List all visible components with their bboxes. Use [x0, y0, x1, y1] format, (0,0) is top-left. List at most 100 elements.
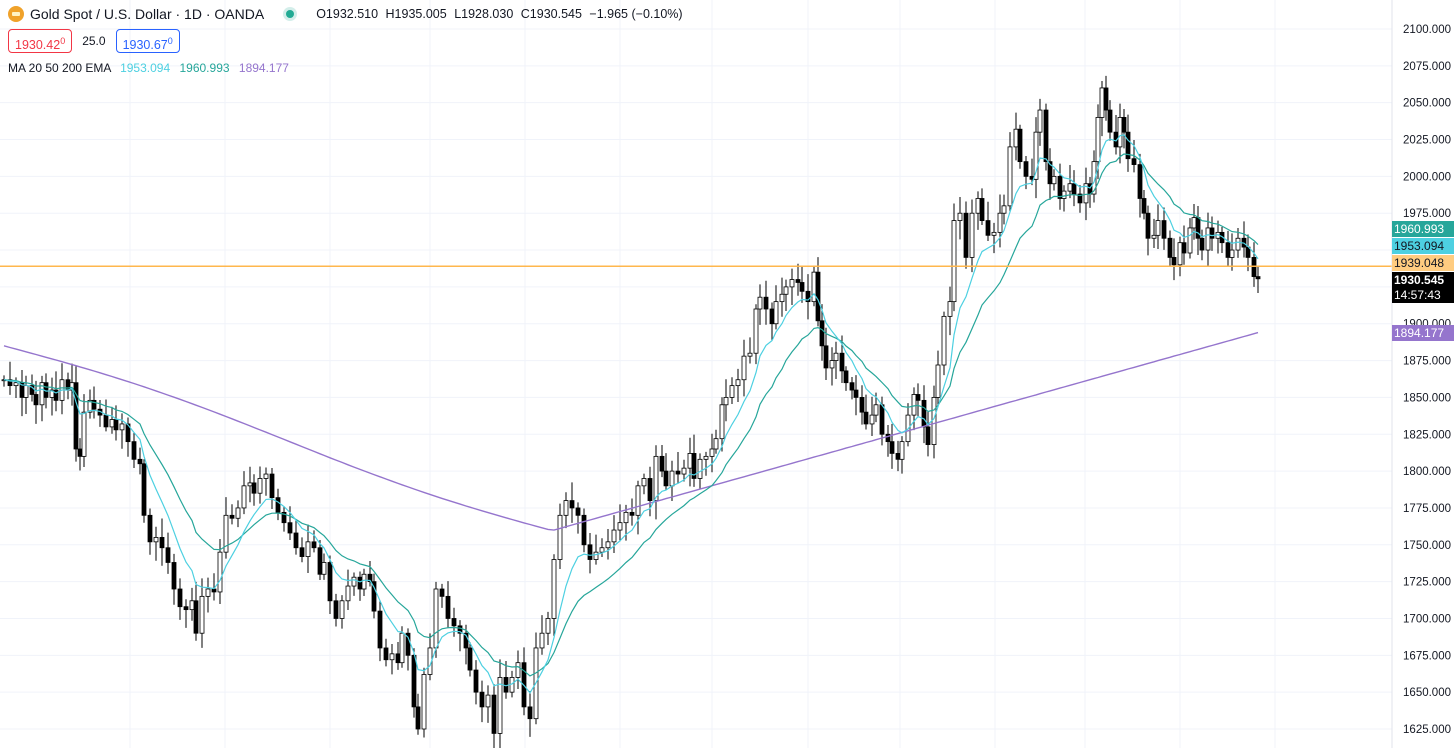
candle-body [7, 379, 13, 387]
candle-body [263, 473, 269, 479]
candle-body [769, 308, 775, 325]
candle-body [911, 394, 917, 416]
candle-body [819, 320, 825, 347]
candle-body [377, 610, 383, 649]
candle-body [663, 470, 669, 487]
candle-body [1255, 276, 1261, 280]
candle-body [165, 547, 171, 563]
candle-body [415, 706, 421, 730]
candle-body [1121, 117, 1127, 133]
last-price-tag: 1930.545 [1392, 272, 1454, 288]
ohlc-values: O1932.510 H1935.005 L1928.030 C1930.545 … [316, 7, 686, 21]
candle-body [159, 537, 165, 549]
y-tick-label: 1850.000 [1403, 392, 1451, 404]
price-axis-bg [1392, 0, 1456, 748]
candle-body [1181, 242, 1187, 254]
candle-body [113, 419, 119, 431]
candle-body [1141, 198, 1147, 214]
candle-body [1199, 237, 1205, 251]
candle-body [623, 511, 629, 524]
y-tick-label: 1725.000 [1403, 577, 1451, 589]
candle-body [713, 438, 719, 450]
candle-body [795, 279, 801, 283]
chart-grid [0, 0, 1392, 748]
candle-body [1229, 249, 1235, 258]
candle-body [357, 576, 363, 590]
candle-body [103, 414, 109, 428]
candle-body [1137, 164, 1143, 199]
low-value: L1928.030 [454, 7, 514, 21]
candle-body [189, 600, 195, 611]
candle-body [457, 625, 463, 634]
candle-body [1043, 109, 1049, 163]
market-status-icon[interactable] [286, 10, 295, 18]
candle-body [669, 470, 675, 487]
ask-fraction: 0 [167, 36, 173, 46]
candle-body [811, 271, 817, 303]
candle-body [1077, 193, 1083, 204]
symbol-header: Gold Spot / U.S. Dollar · 1D · OANDA O19… [8, 4, 687, 24]
candle-body [723, 397, 729, 406]
candle-body [681, 467, 687, 475]
y-tick-label: 1625.000 [1403, 724, 1451, 736]
candle-body [119, 423, 125, 431]
candle-body [935, 364, 941, 398]
candle-body [895, 453, 901, 460]
ma20-line [3, 134, 1259, 694]
candle-body [53, 389, 59, 401]
candle-body [327, 562, 333, 602]
candle-body [1017, 128, 1023, 163]
candle-body [617, 522, 623, 531]
candle-body [653, 455, 659, 501]
candle-body [333, 600, 339, 619]
y-tick-label: 1700.000 [1403, 613, 1451, 625]
candle-body [1117, 117, 1123, 148]
candle-body [557, 514, 563, 560]
ma50-line [3, 153, 1259, 677]
open-value: O1932.510 [316, 7, 379, 21]
candle-body [979, 198, 985, 221]
candle-body [351, 576, 357, 587]
buy-button[interactable]: 1930.670 [115, 29, 180, 53]
candle-body [985, 220, 991, 236]
sell-button[interactable]: 1930.420 [8, 29, 73, 53]
candle-body [109, 419, 115, 428]
candle-body [1151, 234, 1157, 239]
symbol-title[interactable]: Gold Spot / U.S. Dollar · 1D · OANDA [30, 6, 265, 22]
candle-body [1013, 128, 1019, 148]
candle-body [581, 514, 587, 546]
candle-body [763, 296, 769, 310]
candle-body [177, 588, 183, 608]
y-tick-label: 1775.000 [1403, 503, 1451, 515]
candle-body [719, 404, 725, 440]
candle-body [515, 662, 521, 678]
candle-body [1209, 227, 1215, 239]
candle-body [539, 632, 545, 649]
indicator-legend[interactable]: MA 20 50 200 EMA 1953.094 1960.993 1894.… [8, 61, 289, 75]
y-tick-label: 1875.000 [1403, 356, 1451, 368]
candle-body [957, 212, 963, 221]
candle-body [497, 677, 503, 734]
candle-body [1103, 87, 1109, 111]
candle-body [1091, 161, 1097, 195]
candle-body [199, 595, 205, 634]
candle-body [1145, 212, 1151, 239]
y-tick-label: 1750.000 [1403, 540, 1451, 552]
candle-body [137, 458, 143, 465]
candle-body [741, 355, 747, 381]
candle-body [975, 198, 981, 214]
candle-body [915, 394, 921, 401]
candle-body [223, 514, 229, 553]
candle-body [691, 453, 697, 479]
candle-body [593, 551, 599, 560]
candle-body [467, 647, 473, 671]
candle-body [257, 478, 263, 494]
candle-body [1251, 257, 1257, 277]
candle-body [1051, 175, 1057, 185]
candle-body [635, 485, 641, 516]
candle-body [141, 463, 147, 516]
candle-body [947, 301, 953, 317]
candle-body [235, 507, 241, 519]
candle-body [77, 448, 83, 457]
